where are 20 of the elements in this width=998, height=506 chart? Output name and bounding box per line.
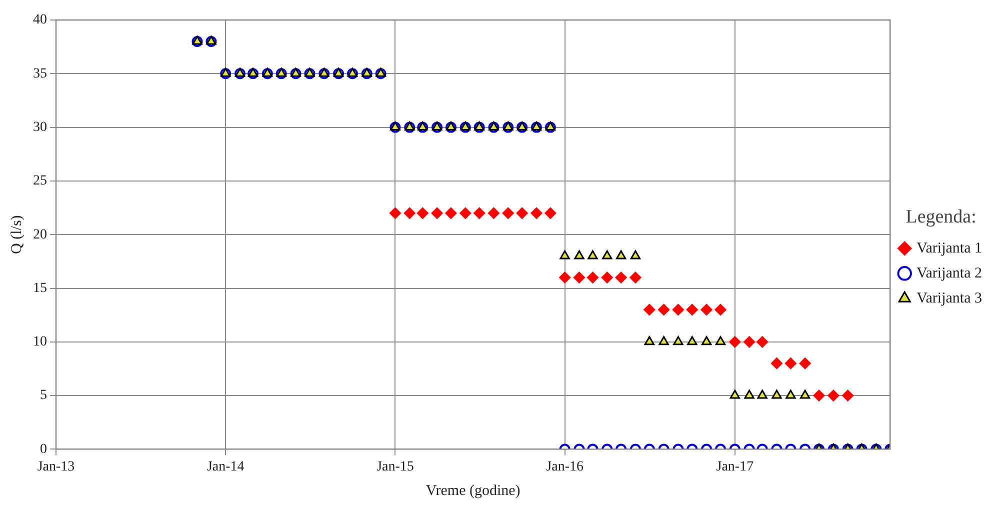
legend-title: Legenda: bbox=[906, 206, 976, 228]
y-axis-title: Q (l/s) bbox=[8, 215, 25, 254]
y-tick-label: 30 bbox=[33, 120, 47, 135]
y-tick-label: 40 bbox=[33, 12, 47, 28]
y-tick-label: 20 bbox=[33, 227, 47, 242]
legend-label: Varijanta 1 bbox=[916, 240, 982, 256]
x-axis-title: Vreme (godine) bbox=[426, 482, 520, 499]
x-tick-label: Jan-13 bbox=[37, 459, 75, 474]
x-tick-label: Jan-17 bbox=[716, 459, 754, 474]
x-tick-label: Jan-16 bbox=[546, 459, 584, 474]
legend-label: Varijanta 3 bbox=[916, 290, 982, 306]
y-tick-label: 5 bbox=[40, 388, 47, 404]
x-tick-label: Jan-15 bbox=[376, 459, 414, 474]
x-tick-label: Jan-14 bbox=[206, 459, 244, 474]
y-tick-label: 10 bbox=[33, 334, 47, 350]
legend-label: Varijanta 2 bbox=[916, 265, 982, 282]
y-tick-label: 0 bbox=[40, 442, 47, 457]
y-tick-label: 35 bbox=[33, 66, 47, 82]
y-tick-label: 15 bbox=[33, 280, 47, 296]
y-tick-label: 25 bbox=[33, 174, 47, 189]
